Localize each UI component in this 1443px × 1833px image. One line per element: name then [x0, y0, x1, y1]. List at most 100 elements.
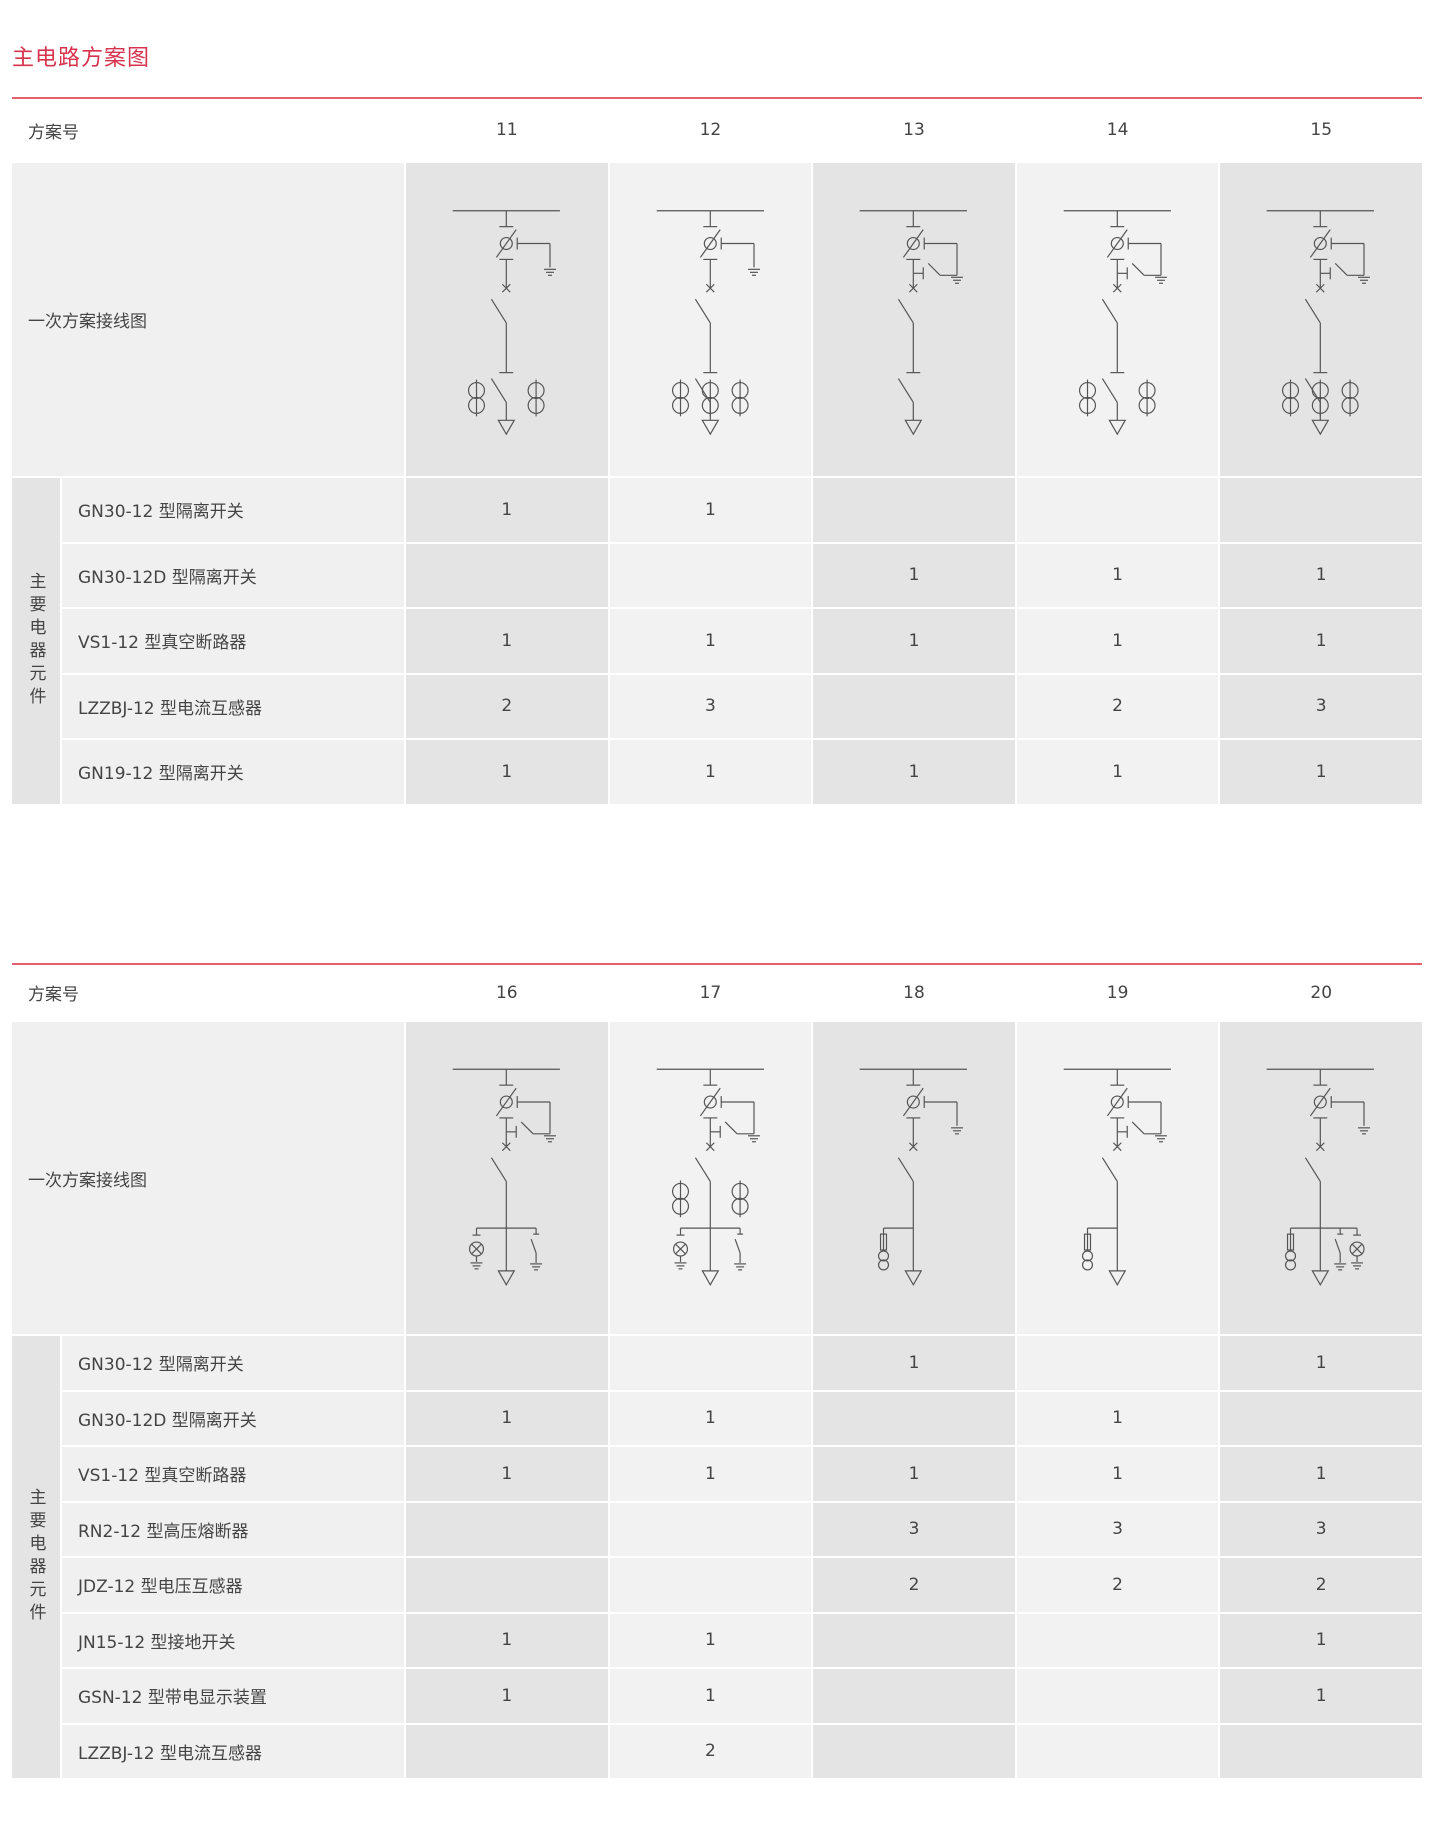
current-transformer-icon	[467, 379, 486, 417]
fuse-pt-icon	[878, 1228, 890, 1271]
component-quantity: 3	[1220, 1502, 1422, 1556]
live-indicator-icon	[1349, 1228, 1365, 1270]
breaker-icon	[898, 1142, 918, 1182]
wire	[898, 298, 915, 324]
lower-isolator-blade	[898, 378, 915, 403]
component-quantity: 1	[406, 609, 608, 673]
diagram-row-label: 一次方案接线图	[12, 163, 404, 476]
isolator-switch-icon	[1310, 229, 1332, 258]
ground-icon	[674, 1262, 687, 1270]
lower-isolator-blade	[694, 378, 711, 403]
wiring-diagram-cell	[1220, 1022, 1422, 1334]
component-name: GN19-12 型隔离开关	[62, 740, 404, 804]
component-quantity: 1	[1220, 609, 1422, 673]
wire	[1305, 298, 1322, 324]
table-1-top-rule	[12, 97, 1422, 99]
wire	[1101, 298, 1118, 324]
fuse-pt-icon	[1285, 1228, 1297, 1271]
pt-coil	[878, 1250, 890, 1262]
pt-coil	[1081, 1250, 1093, 1262]
current-transformer-icon	[671, 1180, 689, 1218]
scheme-number: 16	[406, 965, 608, 1020]
component-name: GN30-12D 型隔离开关	[62, 1391, 404, 1445]
wire	[1316, 283, 1326, 293]
component-group-text: 主要电器元件	[25, 1488, 46, 1626]
component-quantity: 1	[813, 1336, 1015, 1390]
wire	[490, 298, 507, 324]
wiring-diagram	[1063, 210, 1171, 436]
wire	[699, 229, 721, 258]
wiring-diagram	[656, 1068, 764, 1286]
wire	[705, 1142, 715, 1152]
cable-terminal-icon	[904, 1270, 923, 1286]
component-group-label: 主要电器元件	[12, 1336, 60, 1778]
component-quantity	[406, 1336, 608, 1390]
wiring-diagram-cell	[609, 1022, 812, 1334]
ground-icon	[544, 268, 556, 276]
ground-icon	[1358, 276, 1371, 284]
isolator-contact	[499, 236, 513, 251]
scheme-number: 14	[1016, 99, 1219, 161]
component-quantity	[406, 543, 608, 607]
scheme-table-2: 方案号 16 17 18 19 20 一次方案接线图 主要电器元件 GN30-12 型隔离开关 1…	[12, 965, 1422, 1778]
component-quantity: 1	[609, 1613, 812, 1667]
cable-terminal-icon	[1311, 1270, 1330, 1286]
cable-terminal-icon	[1311, 419, 1330, 436]
wire	[1112, 283, 1122, 293]
wiring-diagram	[452, 210, 560, 436]
current-transformer-icon	[1078, 379, 1096, 417]
wire	[1101, 1157, 1118, 1182]
wire	[705, 283, 715, 293]
wiring-diagram	[1063, 1068, 1171, 1286]
component-quantity: 1	[1016, 740, 1219, 804]
breaker-icon	[898, 283, 918, 324]
component-quantity: 3	[813, 1502, 1015, 1556]
component-quantity: 2	[406, 674, 608, 738]
wiring-diagram-cell	[609, 163, 812, 476]
scheme-number: 11	[406, 99, 608, 161]
wiring-diagram	[656, 210, 764, 436]
breaker-icon	[1305, 1142, 1326, 1182]
ground-icon	[1358, 1127, 1371, 1135]
wiring-diagram-cell	[813, 163, 1015, 476]
wire	[1112, 1142, 1122, 1152]
earth-switch-blade	[927, 262, 941, 276]
current-transformer-icon	[527, 379, 545, 417]
wire	[490, 1157, 507, 1182]
lamp	[672, 1241, 688, 1257]
isolator-contact	[906, 1095, 921, 1109]
wire	[898, 1157, 915, 1182]
component-quantity: 1	[609, 1669, 812, 1723]
live-indicator-icon	[468, 1228, 485, 1270]
single-line-diagram	[1063, 1068, 1171, 1286]
wire	[471, 1243, 482, 1255]
component-name: JDZ-12 型电压互感器	[62, 1558, 404, 1612]
component-quantity	[1220, 1724, 1422, 1778]
component-quantity: 1	[406, 740, 608, 804]
component-quantity	[813, 1613, 1015, 1667]
single-line-diagram	[656, 1068, 764, 1286]
component-quantity: 2	[813, 1558, 1015, 1612]
isolator-switch-icon	[1106, 229, 1128, 258]
component-name: RN2-12 型高压熔断器	[62, 1502, 404, 1556]
component-quantity	[1016, 478, 1219, 542]
lamp	[468, 1241, 485, 1257]
wire	[909, 1142, 918, 1152]
breaker-icon	[1101, 1142, 1122, 1182]
wire	[903, 229, 924, 258]
isolator-switch-icon	[903, 1087, 924, 1117]
wire	[909, 283, 918, 293]
component-quantity: 1	[609, 1391, 812, 1445]
component-name: VS1-12 型真空断路器	[62, 1447, 404, 1501]
wire	[699, 1087, 721, 1117]
scheme-table-1: 方案号 11 12 13 14 15 一次方案接线图 主要电器元件 GN30-12 型隔离开关 1…	[12, 99, 1422, 804]
wire	[1106, 229, 1128, 258]
isolator-contact	[499, 1095, 513, 1109]
component-quantity: 1	[609, 478, 812, 542]
component-quantity	[609, 1502, 812, 1556]
component-quantity	[1220, 478, 1422, 542]
component-quantity: 1	[813, 740, 1015, 804]
ground-icon	[1351, 1262, 1364, 1270]
component-quantity	[609, 1336, 812, 1390]
cable-terminal-icon	[1108, 1270, 1127, 1286]
